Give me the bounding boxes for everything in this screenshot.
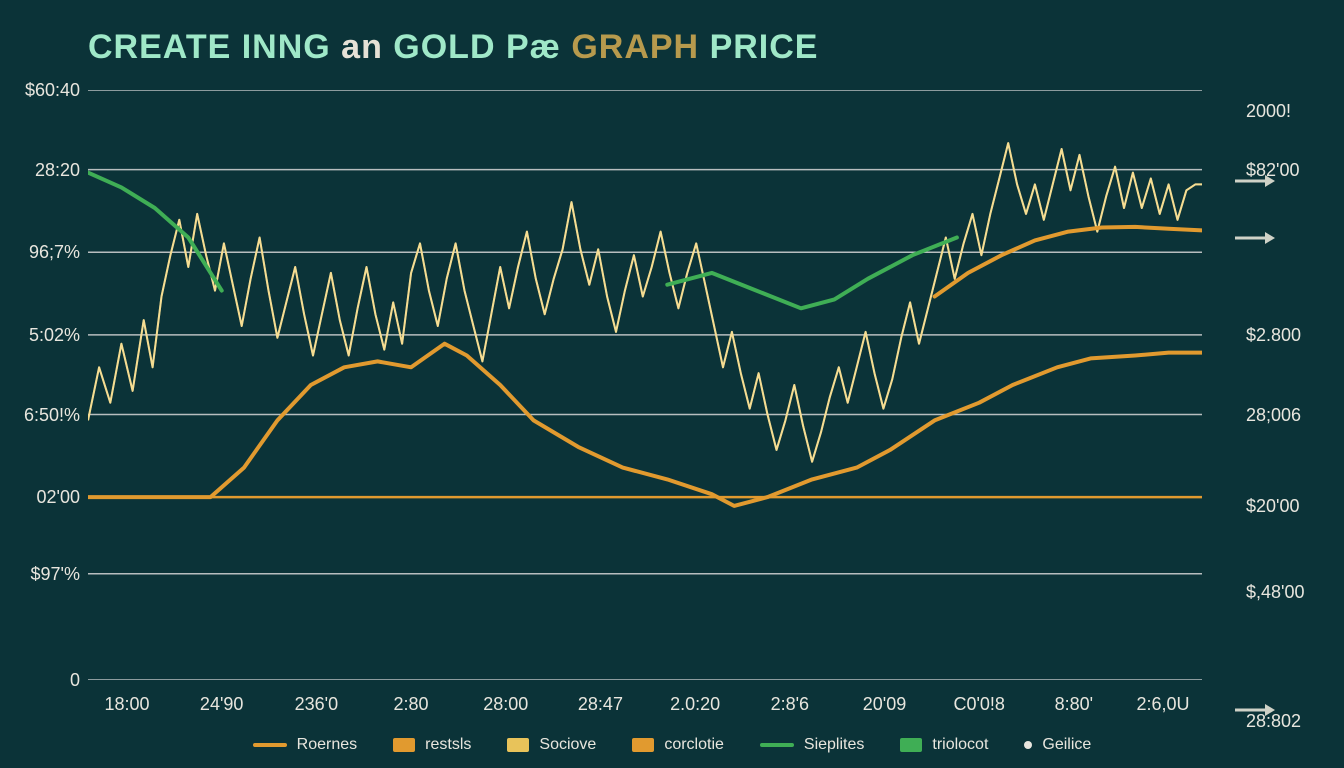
x-tick-label: 8:80' (1055, 694, 1093, 715)
legend-item: Sieplites (760, 736, 864, 754)
legend-item: corclotie (632, 736, 724, 754)
x-tick-label: 2:6,0U (1136, 694, 1189, 715)
y-right-tick-label: $20'00 (1246, 496, 1336, 517)
legend-swatch (632, 738, 654, 752)
y-left-tick-label: 0 (8, 670, 80, 691)
x-tick-label: 2.0:20 (670, 694, 720, 715)
x-tick-label: 236'0 (295, 694, 338, 715)
x-tick-label: 2:80 (394, 694, 429, 715)
legend-swatch (760, 743, 794, 747)
legend-label: triolocot (932, 736, 988, 754)
legend-label: Geilice (1042, 736, 1091, 754)
legend: Roernes restsls Sociove corclotie Sieplites t… (0, 736, 1344, 754)
y-left-tick-label: 28:20 (8, 160, 80, 181)
y-right-tick-label: $,48'00 (1246, 582, 1336, 603)
y-right-tick-label: $2.800 (1246, 325, 1336, 346)
arrow-right-icon (1235, 231, 1275, 245)
legend-item: restsls (393, 736, 471, 754)
arrow-right-icon (1235, 174, 1275, 188)
y-left-tick-label: 6:50!% (8, 405, 80, 426)
y-axis-right-labels: 2000!$82'00$2.80028;006$20'00$,48'0028:8… (1236, 0, 1344, 768)
arrow-right-icon (1235, 703, 1275, 717)
legend-swatch (393, 738, 415, 752)
legend-swatch (900, 738, 922, 752)
legend-label: Sociove (539, 736, 596, 754)
legend-label: corclotie (664, 736, 724, 754)
y-left-tick-label: 02'00 (8, 487, 80, 508)
legend-item: triolocot (900, 736, 988, 754)
legend-label: Roernes (297, 736, 357, 754)
legend-label: Sieplites (804, 736, 864, 754)
legend-swatch (1024, 741, 1032, 749)
green-series-mid (667, 238, 957, 309)
x-tick-label: 20'09 (863, 694, 906, 715)
y-axis-left-labels: $60:40 28:20 96;7% 5:02% 6:50!% 02'00 $97'% 0 (0, 0, 88, 768)
x-axis-labels: 18:00 24'90 236'0 2:80 28:00 28:47 2.0:20 2:8'6… (0, 694, 1344, 720)
gold-price-chart: CREATE INNG an GOLD Pæ GRAPH PRICE $60:4… (0, 0, 1344, 768)
orange-upper-series (935, 227, 1202, 297)
plot-area (88, 90, 1202, 680)
y-right-tick-label: 2000! (1246, 101, 1336, 122)
x-tick-label: 18:00 (104, 694, 149, 715)
x-tick-label: 28:47 (578, 694, 623, 715)
legend-item: Geilice (1024, 736, 1091, 754)
grid-lines (88, 90, 1202, 680)
x-tick-label: 24'90 (200, 694, 243, 715)
legend-item: Roernes (253, 736, 357, 754)
orange-smooth-series (88, 344, 1202, 506)
y-left-tick-label: $60:40 (8, 80, 80, 101)
legend-item: Sociove (507, 736, 596, 754)
x-tick-label: 28:00 (483, 694, 528, 715)
y-left-tick-label: $97'% (8, 564, 80, 585)
legend-label: restsls (425, 736, 471, 754)
x-tick-label: C0'0!8 (953, 694, 1004, 715)
x-tick-label: 2:8'6 (771, 694, 809, 715)
y-right-tick-label: 28;006 (1246, 405, 1336, 426)
y-left-tick-label: 5:02% (8, 325, 80, 346)
chart-title: CREATE INNG an GOLD Pæ GRAPH PRICE (88, 28, 818, 67)
y-left-tick-label: 96;7% (8, 242, 80, 263)
legend-swatch (507, 738, 529, 752)
legend-swatch (253, 743, 287, 747)
